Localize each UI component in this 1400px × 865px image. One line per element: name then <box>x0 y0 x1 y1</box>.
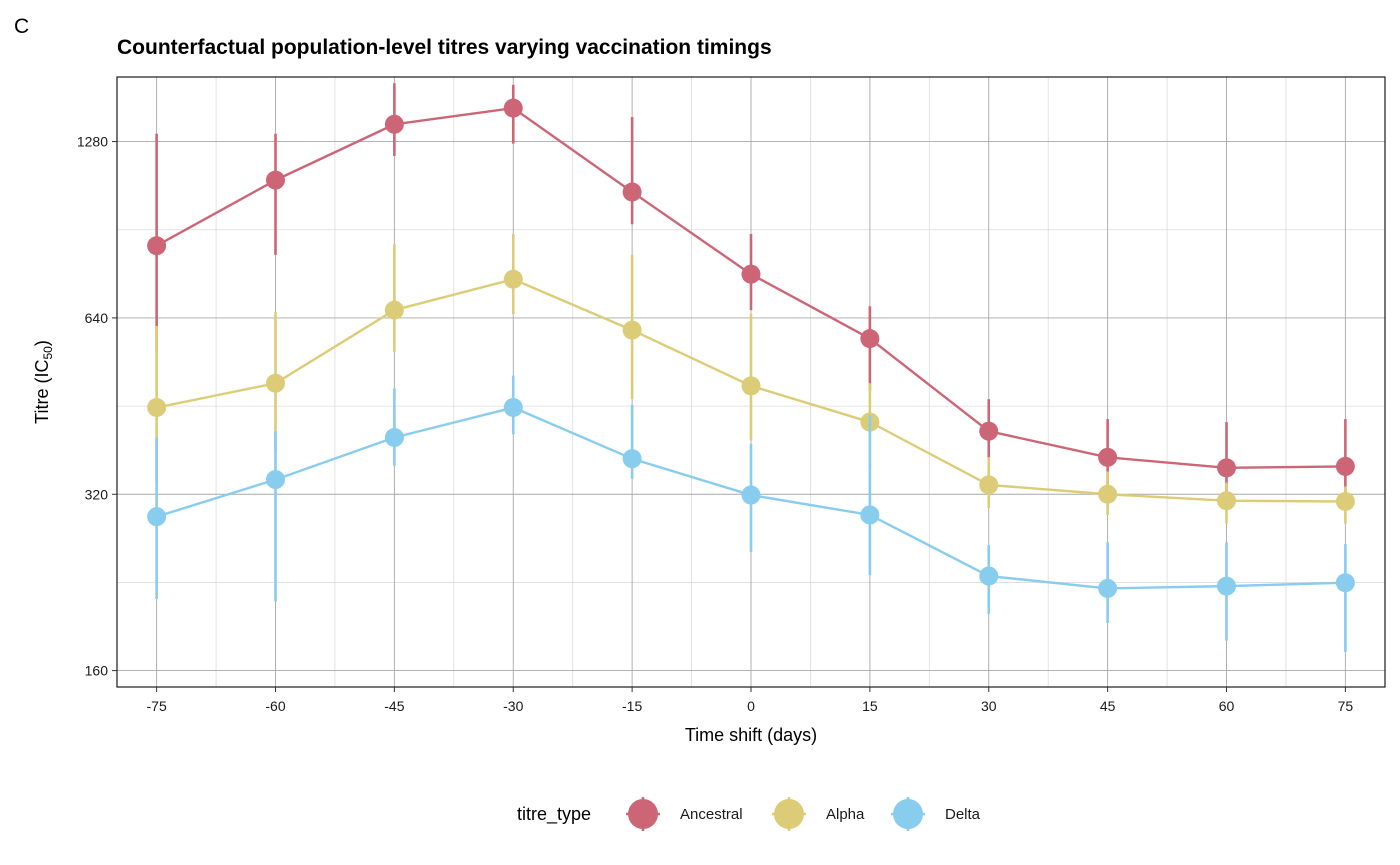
x-tick-label: 75 <box>1338 698 1354 714</box>
legend: titre_type Ancestral Alpha Delta <box>517 797 981 831</box>
y-tick-label: 640 <box>85 310 109 326</box>
legend-key-delta: Delta <box>891 797 981 831</box>
series-layer <box>147 83 1355 653</box>
legend-label: Alpha <box>826 806 865 823</box>
data-point <box>266 373 285 393</box>
legend-label: Delta <box>945 806 981 823</box>
x-tick-label: -60 <box>265 698 285 714</box>
legend-key-point <box>628 799 658 829</box>
series-delta <box>147 375 1355 653</box>
data-point <box>147 398 167 418</box>
data-point <box>860 329 880 349</box>
x-tick-label: 30 <box>981 698 997 714</box>
data-point <box>1217 491 1236 511</box>
data-point <box>860 505 880 525</box>
data-point <box>503 98 523 118</box>
legend-key-alpha: Alpha <box>772 797 865 831</box>
data-point <box>384 300 404 320</box>
x-tick-label: 60 <box>1219 698 1235 714</box>
data-point <box>266 470 285 490</box>
x-tick-label: -75 <box>147 698 167 714</box>
y-tick-label: 160 <box>85 663 109 679</box>
data-point <box>503 269 523 289</box>
data-point <box>979 566 999 586</box>
data-point <box>1335 456 1355 476</box>
x-axis-title: Time shift (days) <box>685 725 817 745</box>
data-point <box>979 475 999 495</box>
data-point <box>622 449 642 469</box>
data-point <box>1335 492 1355 512</box>
y-tick-label: 1280 <box>77 134 108 150</box>
legend-key-ancestral: Ancestral <box>626 797 743 831</box>
data-point <box>266 170 285 190</box>
x-tick-label: -30 <box>503 698 523 714</box>
data-point <box>384 427 404 447</box>
data-point <box>1335 573 1355 593</box>
data-point <box>384 114 404 134</box>
series-ancestral <box>147 83 1355 503</box>
data-point <box>741 264 761 284</box>
data-point <box>1098 447 1118 467</box>
data-point <box>147 507 167 527</box>
y-axis-title: Titre (IC50) <box>32 340 55 424</box>
data-point <box>1217 576 1236 596</box>
data-point <box>979 421 999 441</box>
x-tick-label: -15 <box>622 698 642 714</box>
axes-layer: -75 -60 -45 -30 -15 0 15 30 45 60 75 160 320 640 1280 <box>77 134 1354 714</box>
data-point <box>1098 484 1118 504</box>
legend-key-point <box>774 799 804 829</box>
x-tick-label: 0 <box>747 698 755 714</box>
y-tick-label: 320 <box>85 486 109 502</box>
legend-title: titre_type <box>517 804 591 825</box>
data-point <box>503 398 523 418</box>
y-axis-title-main: Titre (IC <box>32 360 52 424</box>
data-point <box>741 485 761 505</box>
panel-tag: C <box>14 15 30 38</box>
data-point <box>1217 458 1236 478</box>
data-point <box>622 182 642 202</box>
y-axis-title-close: ) <box>32 340 52 346</box>
data-point <box>741 376 761 396</box>
x-tick-label: -45 <box>384 698 404 714</box>
y-axis-title-subscript: 50 <box>41 346 55 360</box>
legend-key-point <box>893 799 923 829</box>
x-tick-label: 45 <box>1100 698 1116 714</box>
legend-label: Ancestral <box>680 806 743 823</box>
data-point <box>1098 578 1118 598</box>
data-point <box>147 236 167 256</box>
data-point <box>622 320 642 340</box>
x-tick-label: 15 <box>862 698 878 714</box>
chart-title: Counterfactual population-level titres v… <box>117 36 772 59</box>
